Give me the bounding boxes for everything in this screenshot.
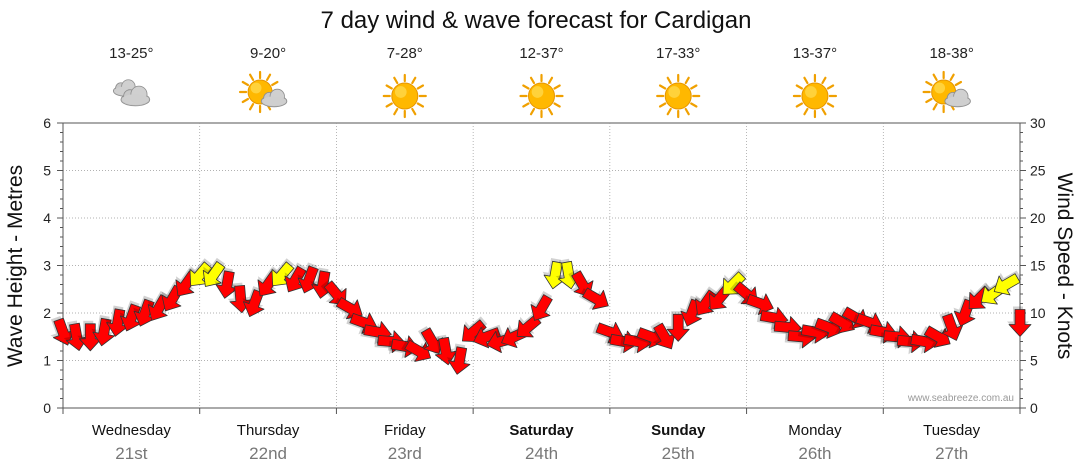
wind-arrow	[189, 258, 213, 287]
wind-arrow	[473, 324, 503, 349]
wind-arrow	[578, 287, 609, 310]
left-tick-label: 0	[43, 400, 51, 416]
day-name-label: Tuesday	[923, 422, 980, 439]
day-temperature: 7-28°	[387, 45, 423, 62]
day-date-label: 25th	[662, 444, 695, 463]
wind-arrow	[665, 311, 690, 342]
wind-arrow	[50, 315, 75, 346]
left-tick-label: 3	[43, 258, 51, 274]
day-name-label: Friday	[384, 422, 426, 439]
wind-arrow	[446, 343, 471, 375]
right-y-axis: 0 5 10 15 20 25 30	[1020, 115, 1046, 416]
wind-arrow	[271, 258, 295, 287]
left-tick-label: 6	[43, 115, 51, 131]
day-date-label: 23rd	[388, 444, 422, 463]
left-tick-label: 2	[43, 305, 51, 321]
wind-arrow	[77, 320, 102, 352]
credit-text: www.seabreeze.com.au	[907, 393, 1014, 404]
day-temperature: 13-25°	[109, 45, 153, 62]
wind-arrow	[555, 258, 581, 290]
partly-cloudy-icon	[238, 70, 288, 114]
day-date-label: 22nd	[249, 444, 287, 463]
day-labels: Wednesday 21st Thursday 22nd Friday 23rd Satur…	[92, 422, 981, 463]
right-tick-label: 30	[1030, 115, 1046, 131]
sunny-icon	[519, 73, 564, 119]
left-tick-label: 5	[43, 163, 51, 179]
day-date-label: 26th	[798, 444, 831, 463]
right-tick-label: 0	[1030, 400, 1038, 416]
sunny-icon	[656, 73, 701, 119]
day-temperature: 18-38°	[929, 45, 973, 62]
day-temperature: 9-20°	[250, 45, 286, 62]
wind-arrow	[63, 320, 89, 351]
wind-arrow	[920, 325, 951, 348]
wind-arrow	[105, 305, 129, 337]
sunny-icon	[382, 73, 427, 119]
left-y-axis: 0 1 2 3 4 5 6	[43, 115, 63, 416]
day-date-label: 27th	[935, 444, 968, 463]
right-tick-label: 5	[1030, 353, 1038, 369]
wind-arrow	[242, 286, 265, 318]
left-tick-label: 1	[43, 353, 51, 369]
day-temperature: 17-33°	[656, 45, 700, 62]
right-tick-label: 10	[1030, 305, 1046, 321]
wind-arrow	[1007, 306, 1032, 337]
right-tick-label: 25	[1030, 163, 1046, 179]
chart-title: 7 day wind & wave forecast for Cardigan	[321, 7, 752, 34]
wind-arrow	[432, 334, 458, 366]
left-tick-label: 4	[43, 210, 51, 226]
wind-arrow	[119, 300, 142, 332]
day-date-label: 24th	[525, 444, 558, 463]
wind-arrow	[530, 290, 553, 321]
day-date-label: 21st	[115, 444, 147, 463]
day-temperature: 12-37°	[519, 45, 563, 62]
wind-arrow	[993, 270, 1022, 296]
day-name-label: Thursday	[237, 422, 300, 439]
left-axis-title: Wave Height - Metres	[4, 165, 27, 367]
partly-cloudy-icon	[922, 70, 971, 114]
wind-arrow	[939, 311, 964, 341]
day-name-label: Monday	[788, 422, 842, 439]
weather-row: 13-25° 9-20° 7-28° 12-37° 17-33° 13-37° 18-38°	[109, 45, 974, 119]
day-temperature: 13-37°	[793, 45, 837, 62]
cloudy-icon	[112, 79, 151, 107]
wind-arrow	[650, 321, 676, 350]
wind-arrow	[214, 267, 238, 299]
right-tick-label: 20	[1030, 210, 1046, 226]
right-axis-title: Wind Speed - Knots	[1053, 173, 1076, 360]
day-name-label: Saturday	[509, 422, 574, 439]
wind-arrow	[401, 339, 432, 362]
wind-arrow	[202, 257, 226, 287]
right-tick-label: 15	[1030, 258, 1046, 274]
day-name-label: Sunday	[651, 422, 706, 439]
sunny-icon	[792, 73, 838, 119]
wind-arrow	[418, 326, 444, 355]
wind-arrow-series	[50, 257, 1032, 375]
day-name-label: Wednesday	[92, 422, 171, 439]
